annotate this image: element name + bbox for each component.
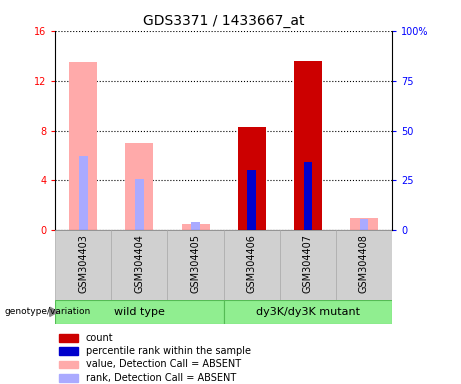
Bar (59, 374, 77, 382)
Bar (167, 230, 224, 300)
Title: GDS3371 / 1433667_at: GDS3371 / 1433667_at (143, 14, 304, 28)
Bar (224, 300, 392, 324)
Bar (135, 179, 144, 230)
Bar (59, 361, 77, 368)
Bar (55, 230, 112, 300)
Bar (336, 230, 392, 300)
Text: value, Detection Call = ABSENT: value, Detection Call = ABSENT (86, 359, 241, 369)
Text: rank, Detection Call = ABSENT: rank, Detection Call = ABSENT (86, 373, 236, 383)
Text: percentile rank within the sample: percentile rank within the sample (86, 346, 251, 356)
Bar (59, 348, 77, 355)
Text: GSM304404: GSM304404 (135, 234, 144, 293)
Bar (360, 218, 368, 230)
Text: GSM304405: GSM304405 (190, 234, 201, 293)
Bar (280, 230, 336, 300)
Text: count: count (86, 333, 113, 343)
Bar (79, 156, 88, 230)
Bar (237, 127, 266, 230)
Text: genotype/variation: genotype/variation (5, 307, 91, 316)
Bar (350, 218, 378, 230)
Text: GSM304403: GSM304403 (78, 234, 89, 293)
Bar (69, 62, 97, 230)
Bar (224, 230, 280, 300)
Bar (303, 162, 312, 230)
Bar (59, 334, 77, 342)
Text: wild type: wild type (114, 307, 165, 317)
Bar (125, 143, 154, 230)
Text: GSM304406: GSM304406 (247, 234, 257, 293)
Bar (294, 61, 322, 230)
Bar (182, 224, 210, 230)
Bar (248, 170, 256, 230)
Bar (191, 222, 200, 230)
Polygon shape (50, 307, 58, 316)
Bar (112, 230, 167, 300)
Bar (55, 300, 224, 324)
Text: GSM304408: GSM304408 (359, 234, 369, 293)
Text: dy3K/dy3K mutant: dy3K/dy3K mutant (256, 307, 360, 317)
Text: GSM304407: GSM304407 (303, 234, 313, 293)
